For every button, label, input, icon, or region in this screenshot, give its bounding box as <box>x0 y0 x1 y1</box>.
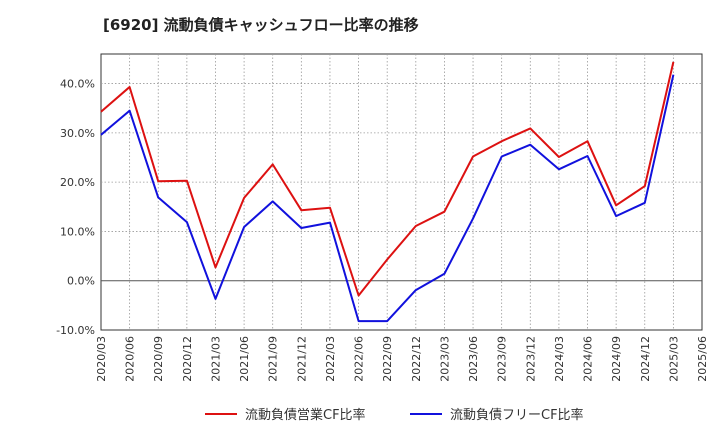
x-tick-label: 2024/12 <box>639 336 652 382</box>
x-tick-label: 2021/09 <box>267 336 280 382</box>
x-tick-label: 2024/03 <box>553 336 566 382</box>
chart-title: [6920] 流動負債キャッシュフロー比率の推移 <box>103 16 419 34</box>
series-lines <box>100 61 675 323</box>
x-tick-label: 2021/12 <box>295 336 308 382</box>
y-tick-label: 20.0% <box>60 176 95 189</box>
x-tick-label: 2020/12 <box>181 336 194 382</box>
gridlines <box>101 54 702 330</box>
x-tick-label: 2020/09 <box>152 336 165 382</box>
x-tick-label: 2024/06 <box>582 336 595 382</box>
x-tick-label: 2025/03 <box>667 336 680 382</box>
x-tick-label: 2022/09 <box>381 336 394 382</box>
legend-label-2: 流動負債フリーCF比率 <box>450 407 584 423</box>
x-tick-label: 2023/09 <box>496 336 509 382</box>
x-tick-label: 2023/03 <box>438 336 451 382</box>
x-tick-label: 2024/09 <box>610 336 623 382</box>
series-line-2 <box>100 74 675 323</box>
x-tick-label: 2023/12 <box>524 336 537 382</box>
x-tick-label: 2022/06 <box>353 336 366 382</box>
legend: 流動負債営業CF比率 流動負債フリーCF比率 <box>205 407 584 423</box>
y-tick-label: 40.0% <box>60 78 95 91</box>
plot-area <box>100 53 703 331</box>
x-tick-label: 2020/03 <box>95 336 108 382</box>
x-tick-label: 2022/03 <box>324 336 337 382</box>
x-tick-label: 2023/06 <box>467 336 480 382</box>
x-tick-label: 2021/06 <box>238 336 251 382</box>
legend-label-1: 流動負債営業CF比率 <box>245 407 366 423</box>
y-tick-label: -10.0% <box>56 324 95 337</box>
x-tick-label: 2022/12 <box>410 336 423 382</box>
series-line-1 <box>100 61 675 297</box>
x-axis-ticks: 2020/03 2020/06 2020/09 2020/12 2021/03 2021/… <box>95 336 709 382</box>
y-axis-ticks: -10.0% 0.0% 10.0% 20.0% 30.0% 40.0% <box>56 78 95 337</box>
y-tick-label: 30.0% <box>60 127 95 140</box>
y-tick-label: 10.0% <box>60 225 95 238</box>
x-tick-label: 2021/03 <box>209 336 222 382</box>
x-tick-label: 2020/06 <box>124 336 137 382</box>
y-tick-label: 0.0% <box>67 275 95 288</box>
x-tick-label: 2025/06 <box>696 336 709 382</box>
